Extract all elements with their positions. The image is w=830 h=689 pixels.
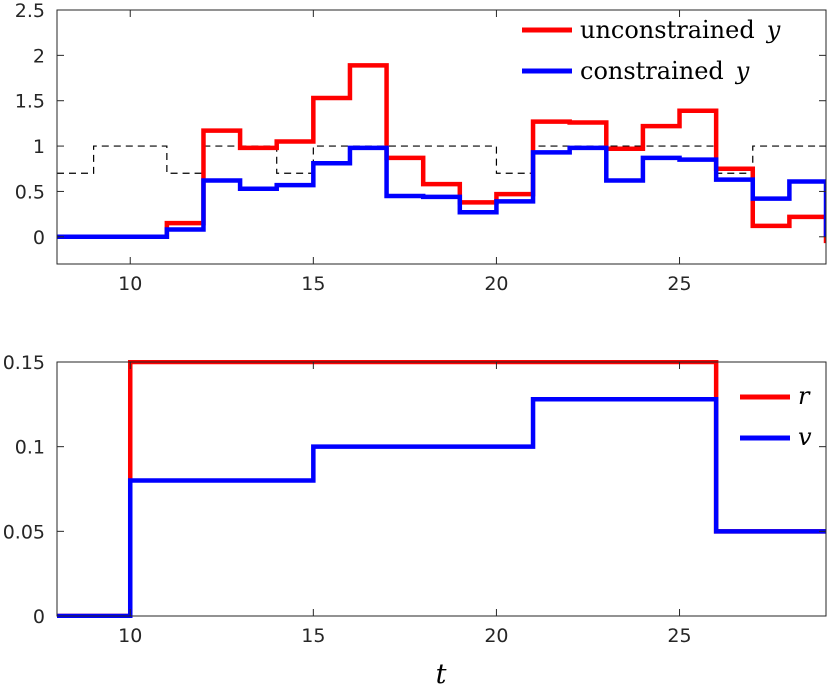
x-tick-label: 10 [118,273,142,295]
legend-v-label: v [798,423,812,451]
x-tick-label: 10 [118,625,142,647]
constrained-series [57,145,826,240]
y-tick-label: 0.1 [15,437,45,459]
x-tick-label: 15 [301,625,325,647]
x-tick-label: 25 [667,273,691,295]
top-panel: 10 15 20 25 0 0.5 1 1.5 2 2.5 unconstrained y co… [15,0,827,295]
top-plot-area [57,10,826,264]
legend-r-label: r [798,382,811,410]
v-series [57,397,826,618]
legend-unconstrained-label: unconstrained y [580,16,781,44]
constrained-step-line [57,145,826,240]
bottom-y-ticks: 0 0.05 0.1 0.15 [3,352,826,628]
y-tick-label: 0.15 [3,352,45,374]
v-step-line [57,397,826,618]
top-axes-box [56,9,827,265]
x-tick-label: 20 [484,625,508,647]
y-tick-label: 0 [33,606,45,628]
y-tick-label: 2.5 [15,0,45,22]
x-axis-label: t [436,659,447,689]
y-tick-label: 0.05 [3,521,45,543]
top-y-ticks: 0 0.5 1 1.5 2 2.5 [15,0,826,249]
top-legend: unconstrained y constrained y [522,16,781,85]
x-tick-label: 25 [667,625,691,647]
y-tick-label: 0 [33,227,45,249]
bottom-panel: 10 15 20 25 0 0.05 0.1 0.15 r v t [3,352,827,689]
bottom-legend: r v [740,382,812,451]
x-tick-label: 20 [484,273,508,295]
y-tick-label: 2 [33,45,45,67]
top-x-ticks: 10 15 20 25 [118,10,692,295]
y-tick-label: 0.5 [15,181,45,203]
bottom-axes-box [56,361,827,617]
legend-constrained-label: constrained y [580,57,750,85]
bottom-x-ticks: 10 15 20 25 [118,362,692,647]
y-tick-label: 1 [33,136,45,158]
x-tick-label: 15 [301,273,325,295]
bottom-plot-area [57,362,826,616]
y-tick-label: 1.5 [15,91,45,113]
